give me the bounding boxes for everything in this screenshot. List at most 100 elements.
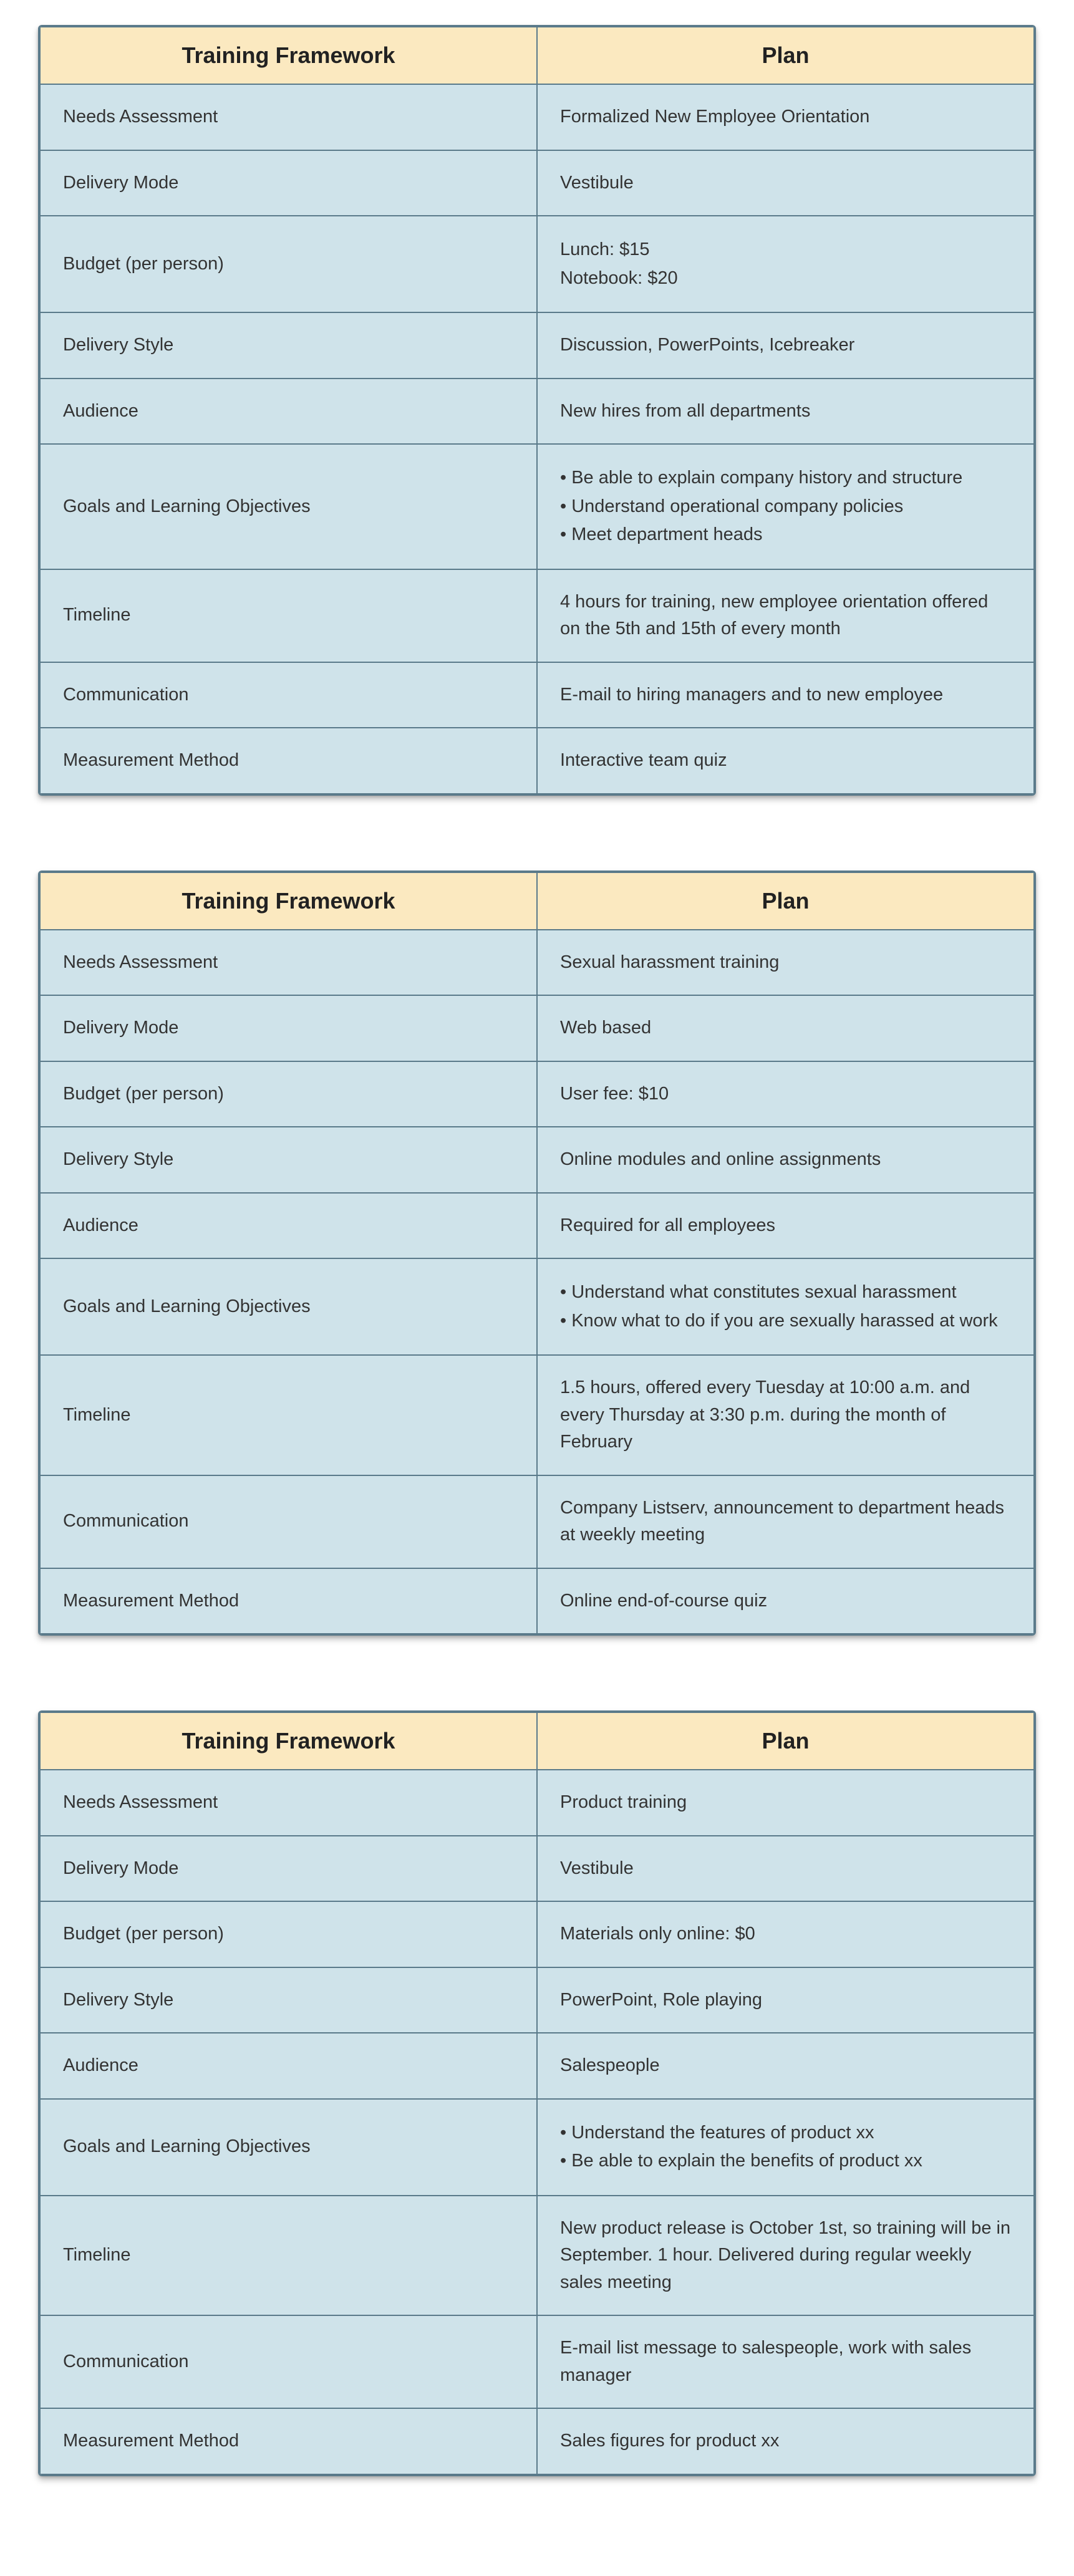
plan-bullet: Understand operational company policies (560, 493, 1011, 521)
plan-cell: E-mail list message to salespeople, work… (537, 2315, 1034, 2408)
framework-label: Measurement Method (40, 2408, 537, 2474)
table-row: CommunicationE-mail list message to sale… (40, 2315, 1034, 2408)
plan-bullet: Be able to explain company history and s… (560, 465, 1011, 492)
plan-cell: Vestibule (537, 1836, 1034, 1902)
framework-label: Budget (per person) (40, 216, 537, 312)
plan-cell: PowerPoint, Role playing (537, 1967, 1034, 2033)
framework-label: Measurement Method (40, 728, 537, 794)
framework-label: Needs Assessment (40, 1770, 537, 1836)
table-row: Timeline1.5 hours, offered every Tuesday… (40, 1355, 1034, 1475)
framework-label: Communication (40, 1475, 537, 1568)
plan-cell: Product training (537, 1770, 1034, 1836)
plan-cell: Understand the features of product xxBe … (537, 2099, 1034, 2196)
framework-label: Goals and Learning Objectives (40, 2099, 537, 2196)
col-header-plan: Plan (537, 872, 1034, 930)
plan-cell: Understand what constitutes sexual haras… (537, 1258, 1034, 1355)
framework-label: Budget (per person) (40, 1061, 537, 1127)
training-table-2: Training FrameworkPlanNeeds AssessmentPr… (38, 1710, 1036, 2476)
plan-cell: New hires from all departments (537, 379, 1034, 445)
table-row: Delivery StylePowerPoint, Role playing (40, 1967, 1034, 2033)
framework-label: Communication (40, 2315, 537, 2408)
training-table-1: Training FrameworkPlanNeeds AssessmentSe… (38, 871, 1036, 1636)
framework-label: Timeline (40, 2196, 537, 2316)
table-row: AudienceRequired for all employees (40, 1193, 1034, 1259)
table-row: Delivery StyleOnline modules and online … (40, 1127, 1034, 1193)
plan-line: Lunch: $15 (560, 236, 1011, 264)
framework-label: Delivery Mode (40, 995, 537, 1061)
plan-bullet: Know what to do if you are sexually hara… (560, 1308, 1011, 1335)
col-header-plan: Plan (537, 27, 1034, 84)
framework-label: Timeline (40, 1355, 537, 1475)
plan-cell: 1.5 hours, offered every Tuesday at 10:0… (537, 1355, 1034, 1475)
plan-line: Notebook: $20 (560, 265, 1011, 292)
table-row: CommunicationCompany Listserv, announcem… (40, 1475, 1034, 1568)
table-row: AudienceNew hires from all departments (40, 379, 1034, 445)
table-row: Delivery StyleDiscussion, PowerPoints, I… (40, 312, 1034, 379)
training-table-0: Training FrameworkPlanNeeds AssessmentFo… (38, 25, 1036, 796)
table: Training FrameworkPlanNeeds AssessmentFo… (39, 26, 1035, 794)
plan-cell: User fee: $10 (537, 1061, 1034, 1127)
plan-cell: Online modules and online assignments (537, 1127, 1034, 1193)
table-row: Delivery ModeWeb based (40, 995, 1034, 1061)
col-header-framework: Training Framework (40, 27, 537, 84)
framework-label: Budget (per person) (40, 1901, 537, 1967)
framework-label: Delivery Style (40, 1127, 537, 1193)
col-header-plan: Plan (537, 1712, 1034, 1770)
table-row: Measurement MethodSales figures for prod… (40, 2408, 1034, 2474)
col-header-framework: Training Framework (40, 872, 537, 930)
plan-cell: Web based (537, 995, 1034, 1061)
plan-cell: E-mail to hiring managers and to new emp… (537, 662, 1034, 728)
table-row: Budget (per person)Materials only online… (40, 1901, 1034, 1967)
framework-label: Delivery Style (40, 312, 537, 379)
plan-cell: Formalized New Employee Orientation (537, 84, 1034, 150)
framework-label: Communication (40, 662, 537, 728)
col-header-framework: Training Framework (40, 1712, 537, 1770)
plan-cell: Lunch: $15Notebook: $20 (537, 216, 1034, 312)
table-row: Needs AssessmentFormalized New Employee … (40, 84, 1034, 150)
table-row: Needs AssessmentSexual harassment traini… (40, 930, 1034, 996)
framework-label: Needs Assessment (40, 84, 537, 150)
plan-bullet: Be able to explain the benefits of produ… (560, 2148, 1011, 2175)
plan-cell: 4 hours for training, new employee orien… (537, 569, 1034, 662)
plan-cell: Required for all employees (537, 1193, 1034, 1259)
plan-cell: Online end-of-course quiz (537, 1568, 1034, 1634)
table-row: Delivery ModeVestibule (40, 1836, 1034, 1902)
table-row: Measurement MethodOnline end-of-course q… (40, 1568, 1034, 1634)
plan-bullet: Understand what constitutes sexual haras… (560, 1279, 1011, 1306)
table-row: Needs AssessmentProduct training (40, 1770, 1034, 1836)
table-row: Budget (per person)User fee: $10 (40, 1061, 1034, 1127)
table-row: Goals and Learning ObjectivesUnderstand … (40, 2099, 1034, 2196)
framework-label: Measurement Method (40, 1568, 537, 1634)
plan-cell: Be able to explain company history and s… (537, 444, 1034, 569)
plan-bullet: Understand the features of product xx (560, 2120, 1011, 2147)
framework-label: Delivery Style (40, 1967, 537, 2033)
framework-label: Timeline (40, 569, 537, 662)
table-row: Measurement MethodInteractive team quiz (40, 728, 1034, 794)
framework-label: Goals and Learning Objectives (40, 1258, 537, 1355)
plan-cell: New product release is October 1st, so t… (537, 2196, 1034, 2316)
table: Training FrameworkPlanNeeds AssessmentPr… (39, 1712, 1035, 2475)
framework-label: Delivery Mode (40, 150, 537, 216)
framework-label: Goals and Learning Objectives (40, 444, 537, 569)
framework-label: Audience (40, 2033, 537, 2099)
table-row: Timeline4 hours for training, new employ… (40, 569, 1034, 662)
plan-cell: Sexual harassment training (537, 930, 1034, 996)
training-plan-tables: Training FrameworkPlanNeeds AssessmentFo… (38, 25, 1036, 2476)
plan-cell: Vestibule (537, 150, 1034, 216)
table-row: Goals and Learning Objectives Understand … (40, 1258, 1034, 1355)
plan-cell: Materials only online: $0 (537, 1901, 1034, 1967)
framework-label: Audience (40, 379, 537, 445)
framework-label: Delivery Mode (40, 1836, 537, 1902)
plan-cell: Sales figures for product xx (537, 2408, 1034, 2474)
table: Training FrameworkPlanNeeds AssessmentSe… (39, 872, 1035, 1635)
table-row: TimelineNew product release is October 1… (40, 2196, 1034, 2316)
plan-bullet: Meet department heads (560, 521, 1011, 549)
plan-cell: Salespeople (537, 2033, 1034, 2099)
plan-cell: Discussion, PowerPoints, Icebreaker (537, 312, 1034, 379)
plan-cell: Interactive team quiz (537, 728, 1034, 794)
table-row: Goals and Learning Objectives Be able to … (40, 444, 1034, 569)
table-row: CommunicationE-mail to hiring managers a… (40, 662, 1034, 728)
framework-label: Audience (40, 1193, 537, 1259)
table-row: AudienceSalespeople (40, 2033, 1034, 2099)
table-row: Delivery ModeVestibule (40, 150, 1034, 216)
